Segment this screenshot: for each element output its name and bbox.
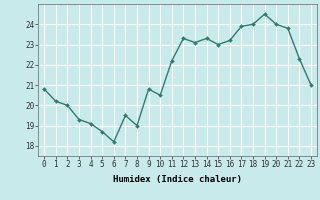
X-axis label: Humidex (Indice chaleur): Humidex (Indice chaleur): [113, 175, 242, 184]
